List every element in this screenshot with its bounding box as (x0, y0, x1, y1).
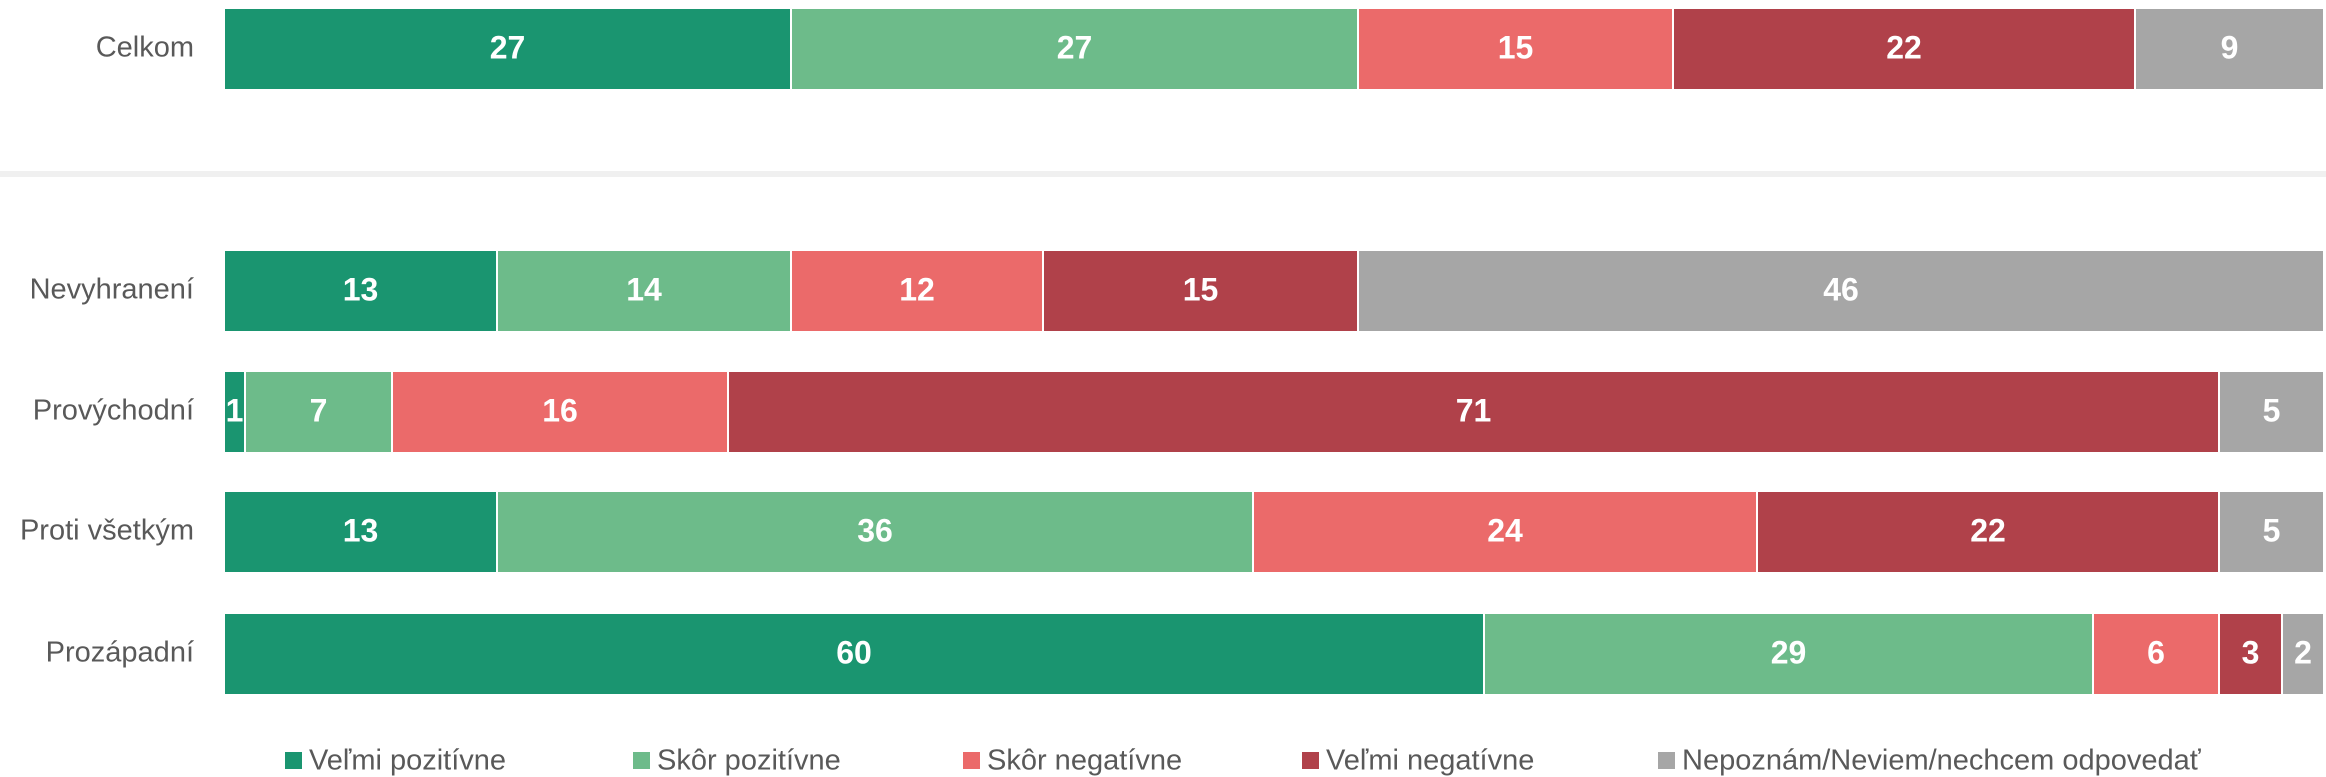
data-label: 46 (1823, 271, 1859, 307)
data-label: 36 (857, 512, 893, 548)
legend-label: Skôr pozitívne (657, 745, 841, 777)
category-label: Nevyhranení (30, 274, 194, 306)
legend-label: Veľmi pozitívne (309, 745, 506, 777)
legend-label: Skôr negatívne (987, 745, 1182, 777)
bar-segment (2218, 370, 2325, 454)
data-label: 15 (1498, 29, 1534, 65)
bar-segment (1357, 7, 1674, 91)
data-label: 5 (2263, 392, 2281, 428)
data-label: 9 (2221, 29, 2239, 65)
bar-segment (1756, 490, 2220, 574)
data-label: 16 (542, 392, 578, 428)
data-label: 24 (1487, 512, 1523, 548)
data-label: 60 (836, 634, 872, 670)
data-label: 13 (343, 512, 379, 548)
bar-segment (223, 249, 498, 333)
bar-segment (790, 249, 1044, 333)
bar-segment (496, 490, 1254, 574)
legend-marker (1658, 752, 1675, 769)
data-label: 2 (2294, 634, 2312, 670)
bar-segment (790, 7, 1359, 91)
bar-segment (496, 249, 792, 333)
bar-segment (2281, 612, 2325, 696)
bar-segment (727, 370, 2220, 454)
bar-segment (1252, 490, 1758, 574)
data-label: 1 (226, 392, 244, 428)
bar-segment (2218, 490, 2325, 574)
data-label: 12 (899, 271, 935, 307)
data-label: 7 (310, 392, 328, 428)
data-label: 29 (1771, 634, 1807, 670)
category-label: Prozápadní (46, 637, 194, 669)
data-label: 13 (343, 271, 379, 307)
separator (0, 171, 2326, 177)
bar-segment (1672, 7, 2136, 91)
bar-segment (1357, 249, 2325, 333)
bar-segment (2134, 7, 2325, 91)
bar-segment (2218, 612, 2283, 696)
category-label: Proti všetkým (20, 515, 194, 547)
legend-label: Veľmi negatívne (1326, 745, 1534, 777)
legend-marker (633, 752, 650, 769)
legend-marker (1302, 752, 1319, 769)
data-label: 3 (2242, 634, 2260, 670)
category-label: Celkom (96, 32, 194, 64)
data-label: 5 (2263, 512, 2281, 548)
legend-label: Nepoznám/Neviem/nechcem odpovedať (1682, 745, 2202, 777)
data-label: 27 (490, 29, 526, 65)
data-label: 15 (1183, 271, 1219, 307)
bar-segment (223, 612, 1485, 696)
data-label: 27 (1057, 29, 1093, 65)
data-label: 14 (626, 271, 662, 307)
data-label: 22 (1970, 512, 2006, 548)
bar-segment (391, 370, 729, 454)
bar-segment (223, 490, 498, 574)
bar-segment (244, 370, 393, 454)
bar-segment (1483, 612, 2094, 696)
legend-marker (963, 752, 980, 769)
legend-marker (285, 752, 302, 769)
bar-segment (2092, 612, 2220, 696)
data-label: 22 (1886, 29, 1922, 65)
category-label: Provýchodní (33, 395, 194, 427)
data-label: 71 (1456, 392, 1492, 428)
data-label: 6 (2147, 634, 2165, 670)
bar-segment (223, 7, 792, 91)
bar-segment (1042, 249, 1359, 333)
